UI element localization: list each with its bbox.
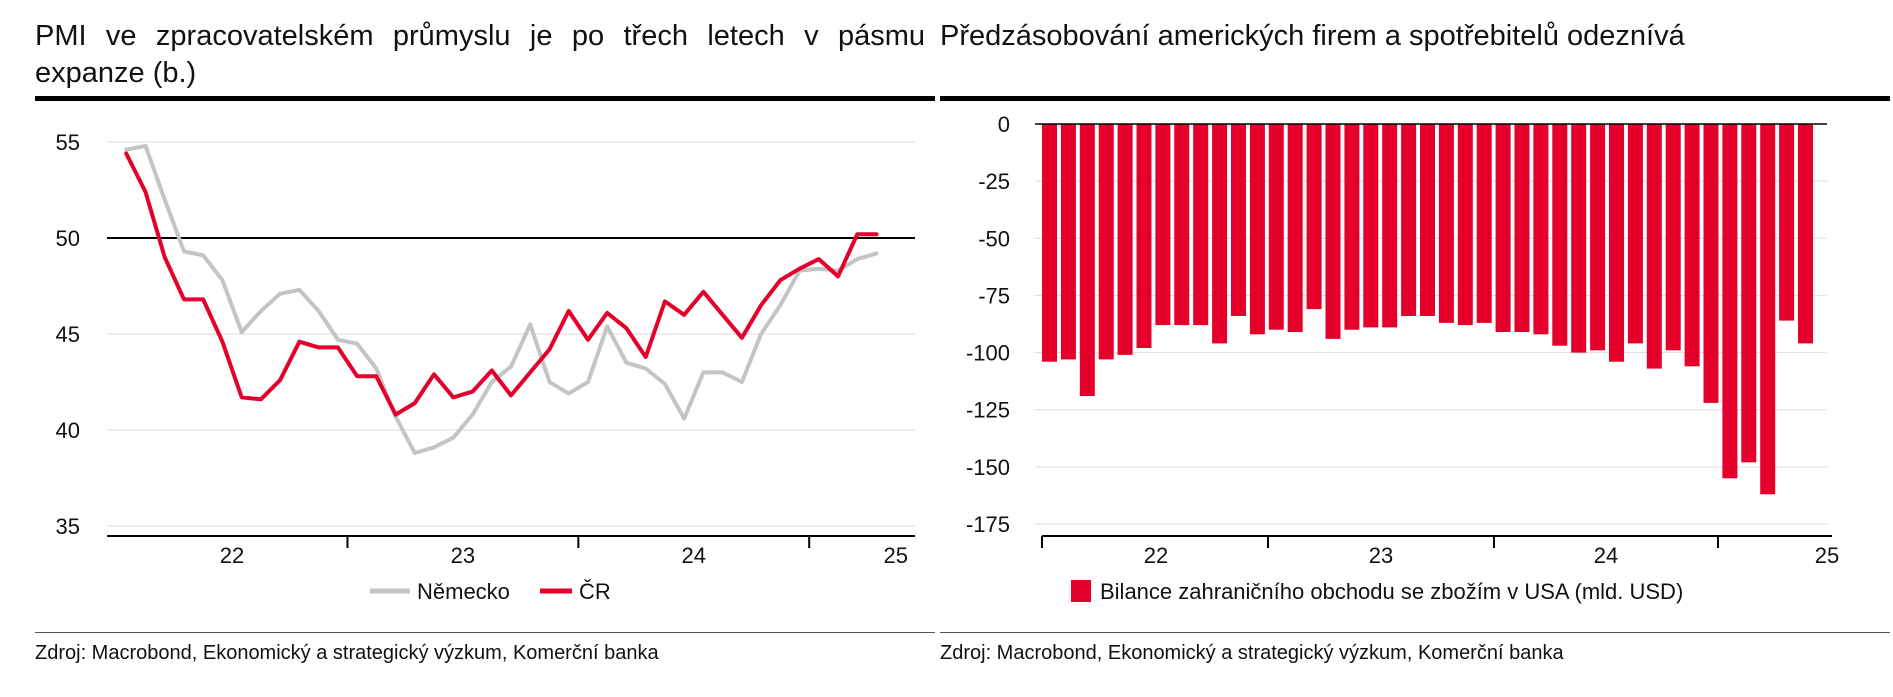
pmi-line-chart: 55 50 45 40 35 22 23 24 25 Německo ČR — [56, 130, 915, 604]
bar — [1325, 124, 1341, 339]
y-tick-label: 50 — [56, 226, 80, 251]
left-source-rule — [35, 632, 935, 633]
bar — [1193, 124, 1209, 326]
bar — [1646, 124, 1662, 369]
bar — [1438, 124, 1454, 323]
bar — [1382, 124, 1398, 328]
bar — [1495, 124, 1511, 332]
series-line-czech — [124, 151, 879, 417]
x-tick-label: 23 — [451, 543, 475, 568]
bar — [1741, 124, 1757, 463]
bar — [1117, 124, 1133, 355]
bar — [1042, 124, 1057, 362]
bar — [1155, 124, 1171, 326]
x-tick-label: 24 — [1594, 543, 1618, 568]
x-tick-label: 23 — [1369, 543, 1393, 568]
bar — [1665, 124, 1681, 351]
bar — [1363, 124, 1379, 328]
bar — [1079, 124, 1095, 396]
y-tick-label: -25 — [978, 169, 1010, 194]
legend-label-czech: ČR — [579, 579, 611, 604]
x-tick-label: 24 — [682, 543, 706, 568]
bar — [1760, 124, 1776, 495]
series-line-germany — [124, 143, 879, 455]
bar — [1136, 124, 1152, 348]
right-title-rule — [940, 96, 1890, 101]
bar — [1098, 124, 1114, 360]
y-tick-label: -125 — [966, 398, 1010, 423]
bar — [1476, 124, 1492, 323]
bar — [1249, 124, 1265, 335]
x-tick-label: 25 — [1815, 543, 1839, 568]
x-tick-label: 22 — [220, 543, 244, 568]
right-source-rule — [940, 632, 1890, 633]
bar — [1571, 124, 1587, 353]
bar — [1798, 124, 1813, 344]
bar — [1287, 124, 1303, 332]
bar — [1420, 124, 1435, 316]
y-tick-label: 0 — [998, 112, 1010, 137]
y-tick-label: -50 — [978, 226, 1010, 251]
y-tick-label: -75 — [978, 283, 1010, 308]
y-tick-label: 40 — [56, 418, 80, 443]
bar — [1627, 124, 1643, 344]
left-chart-title: PMI ve zpracovatelském průmyslu je po tř… — [35, 20, 925, 89]
right-chart-panel: Předzásobování amerických firem a spotře… — [940, 0, 1893, 697]
bar — [1401, 124, 1417, 316]
bar — [1514, 124, 1530, 332]
bar — [1231, 124, 1246, 316]
y-tick-label: -175 — [966, 512, 1010, 537]
bar — [1306, 124, 1322, 310]
y-tick-label: 35 — [56, 514, 80, 539]
x-tick-label: 25 — [884, 543, 908, 568]
bar — [1174, 124, 1190, 326]
bar — [1344, 124, 1360, 330]
left-chart-panel: PMI ve zpracovatelském průmyslu je po tř… — [0, 0, 940, 697]
left-title-rule — [35, 96, 935, 101]
bar — [1590, 124, 1606, 351]
legend-swatch-trade-balance — [1071, 580, 1091, 602]
legend-label-germany: Německo — [417, 579, 510, 604]
y-tick-label: 55 — [56, 130, 80, 155]
right-chart-title: Předzásobování amerických firem a spotře… — [940, 20, 1685, 52]
bar — [1552, 124, 1568, 346]
bar — [1609, 124, 1624, 362]
left-source-note: Zdroj: Macrobond, Ekonomický a strategic… — [35, 642, 659, 664]
trade-balance-bar-chart: 0 -25 -50 -75 -100 -125 -150 -175 22 23 24 25 Bilanc… — [966, 112, 1839, 604]
bar — [1779, 124, 1795, 321]
bar — [1268, 124, 1284, 330]
bar — [1533, 124, 1549, 335]
bar — [1060, 124, 1076, 360]
bar — [1722, 124, 1738, 479]
bar — [1684, 124, 1700, 367]
right-source-note: Zdroj: Macrobond, Ekonomický a strategic… — [940, 642, 1564, 664]
y-tick-label: 45 — [56, 322, 80, 347]
bar — [1457, 124, 1473, 326]
y-tick-label: -100 — [966, 341, 1010, 366]
bar — [1703, 124, 1719, 403]
legend-label-trade-balance: Bilance zahraničního obchodu se zbožím v… — [1100, 579, 1683, 604]
x-tick-label: 22 — [1144, 543, 1168, 568]
bar — [1212, 124, 1228, 344]
y-tick-label: -150 — [966, 455, 1010, 480]
